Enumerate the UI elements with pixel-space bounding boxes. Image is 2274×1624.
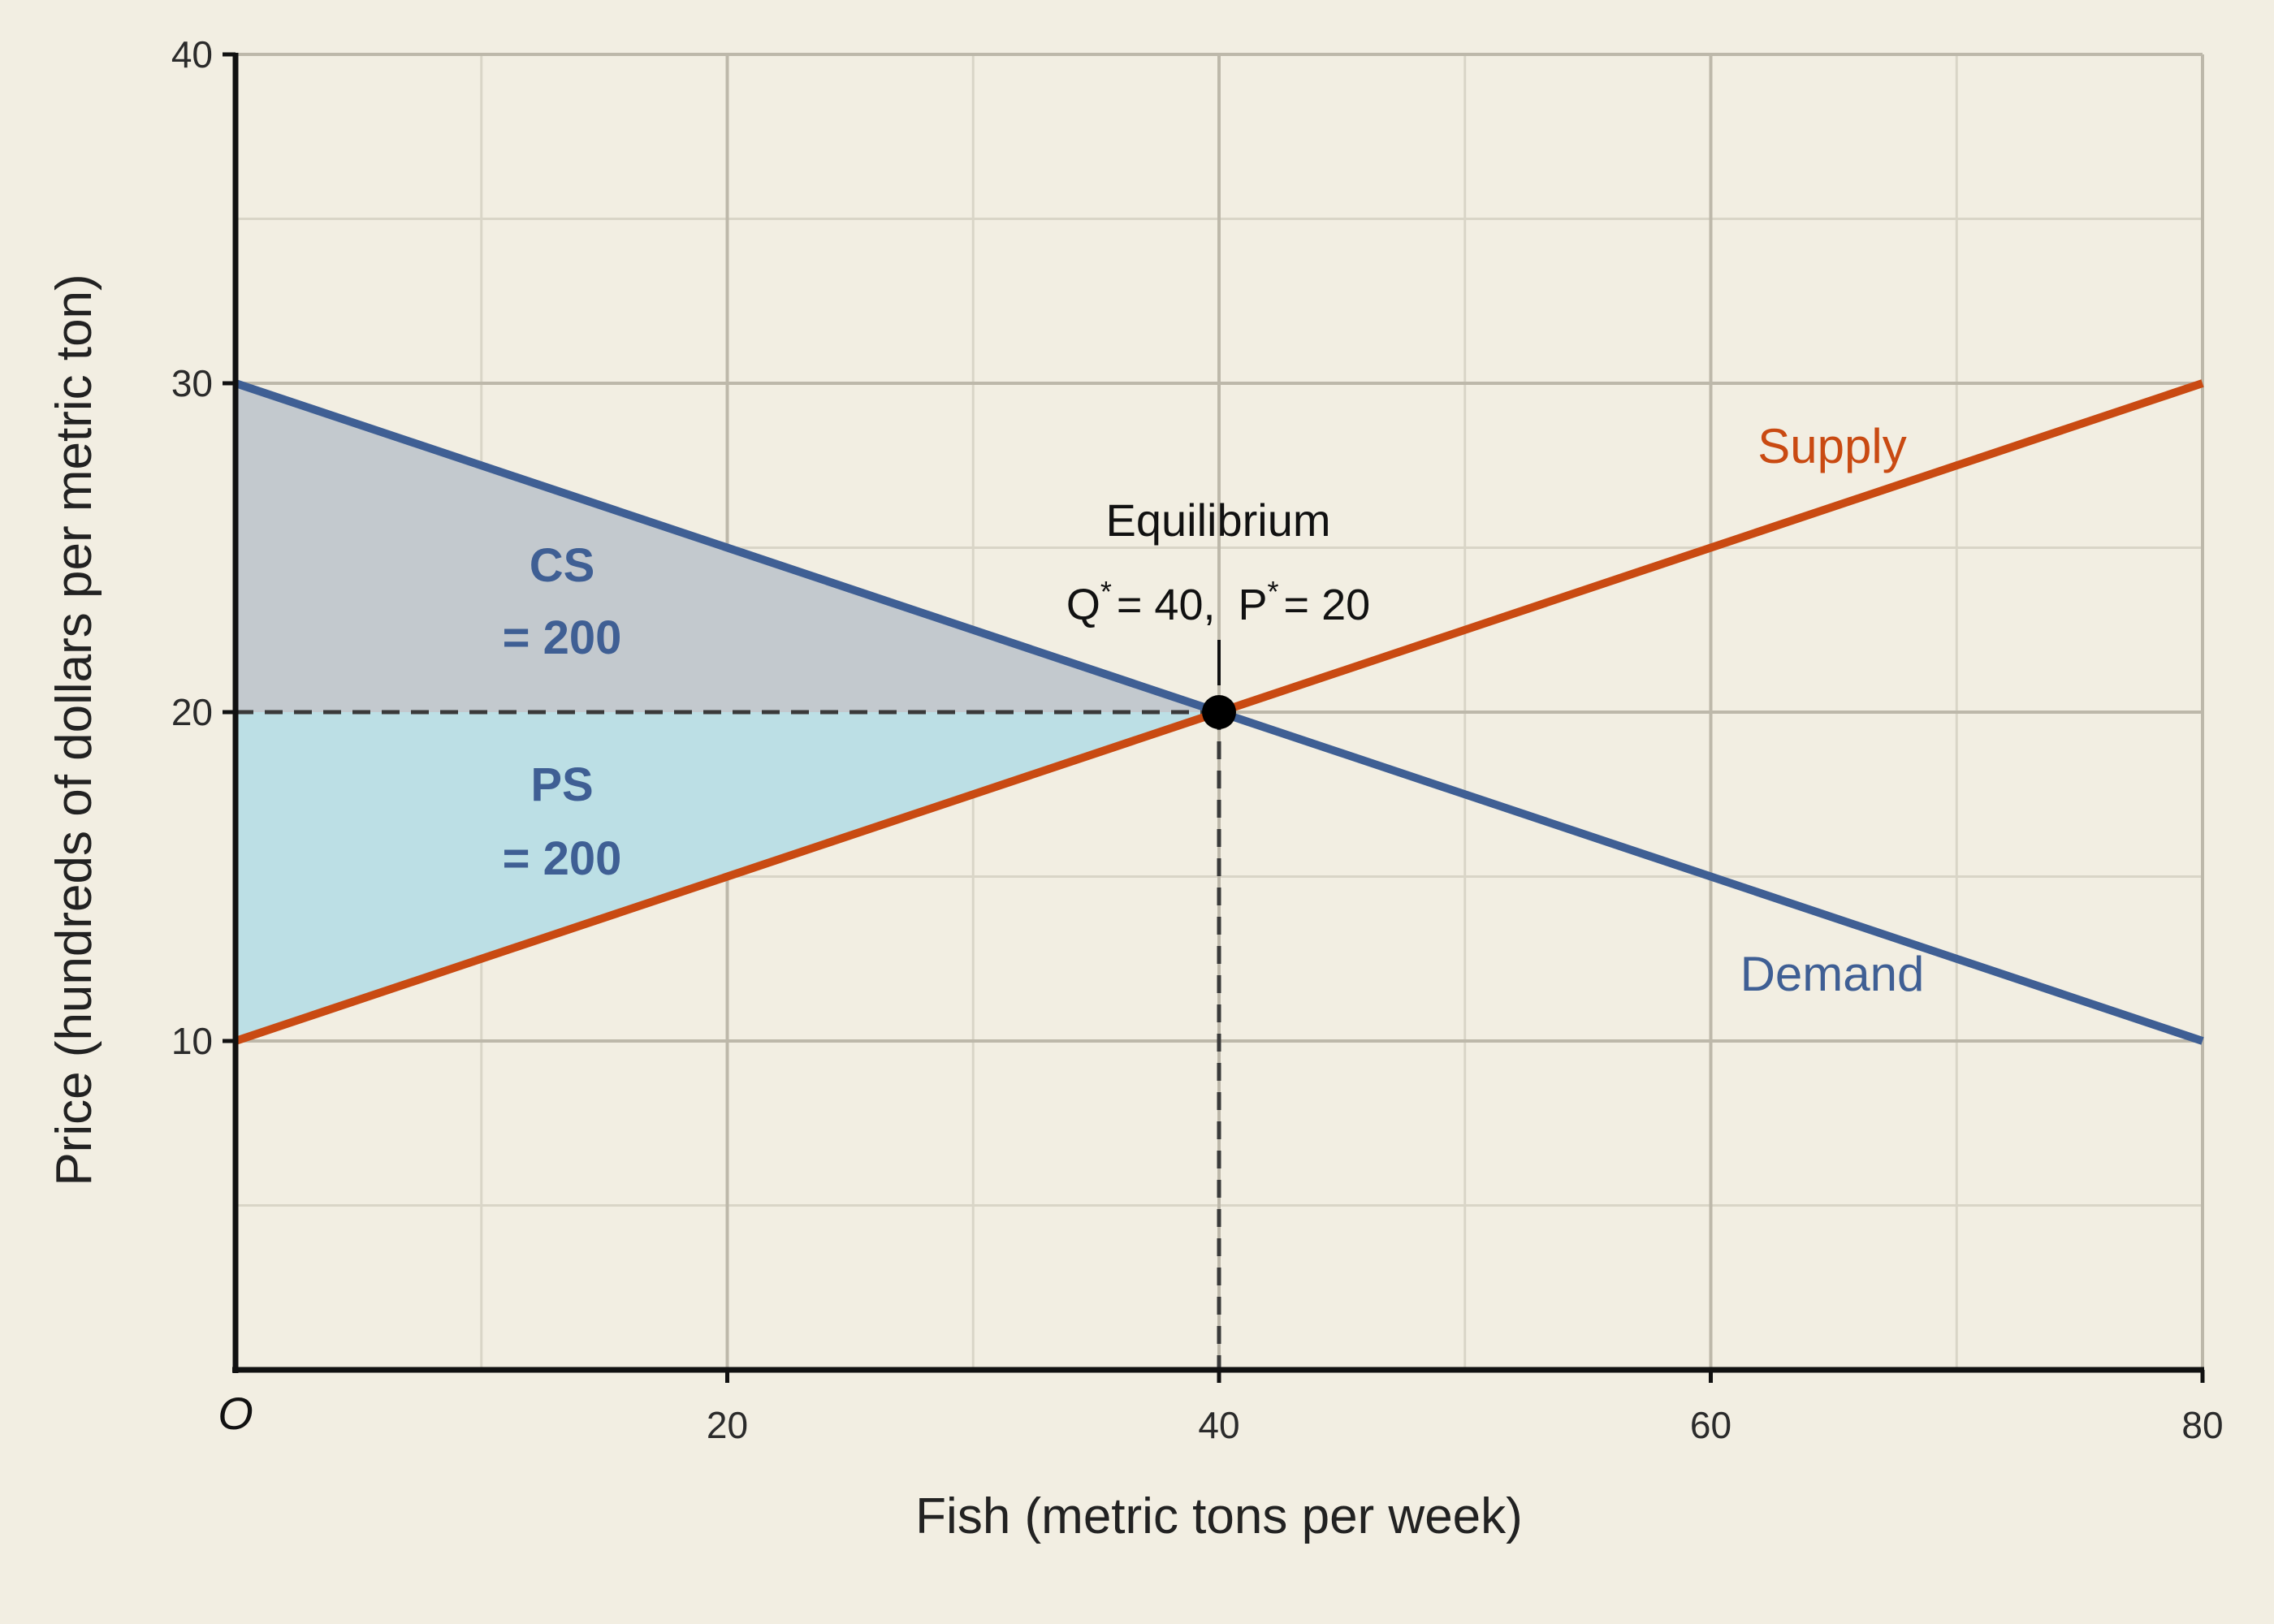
ps-label: PS: [530, 758, 593, 811]
x-tick-label: 40: [1198, 1404, 1239, 1446]
eq-p-star: *: [1268, 575, 1279, 608]
x-axis-title: Fish (metric tons per week): [915, 1488, 1523, 1544]
y-axis-title: Price (hundreds of dollars per metric to…: [46, 274, 102, 1186]
eq-p-symbol: P: [1238, 581, 1267, 629]
labels: Fish (metric tons per week) Price (hundr…: [46, 274, 1924, 1544]
demand-label: Demand: [1740, 947, 1925, 1001]
cs-value: = 200: [503, 611, 622, 664]
equilibrium-title: Equilibrium: [1106, 495, 1331, 546]
eq-q-star: *: [1100, 575, 1112, 608]
origin-label: O: [218, 1388, 253, 1439]
x-tick-label: 60: [1690, 1404, 1731, 1446]
y-tick-label: 30: [171, 362, 213, 404]
y-tick-label: 40: [171, 33, 213, 76]
supply-label: Supply: [1757, 419, 1906, 473]
equilibrium-guides: [236, 710, 1221, 1370]
eq-q-value: = 40,: [1117, 581, 1216, 629]
x-tick-label: 20: [707, 1404, 748, 1446]
eq-q-symbol: Q: [1066, 581, 1100, 629]
y-tick-label: 10: [171, 1020, 213, 1062]
equilibrium-expression: Q* = 40, P* = 20: [1066, 575, 1370, 629]
ps-value: = 200: [503, 832, 622, 885]
axes: 20 40 60 80 10 20 30 40: [171, 33, 2224, 1446]
x-tick-label: 80: [2181, 1404, 2223, 1446]
equilibrium-point: [1202, 695, 1236, 729]
series: [234, 379, 2204, 1045]
eq-p-value: = 20: [1284, 581, 1371, 629]
cs-label: CS: [530, 539, 595, 592]
y-tick-label: 20: [171, 691, 213, 733]
